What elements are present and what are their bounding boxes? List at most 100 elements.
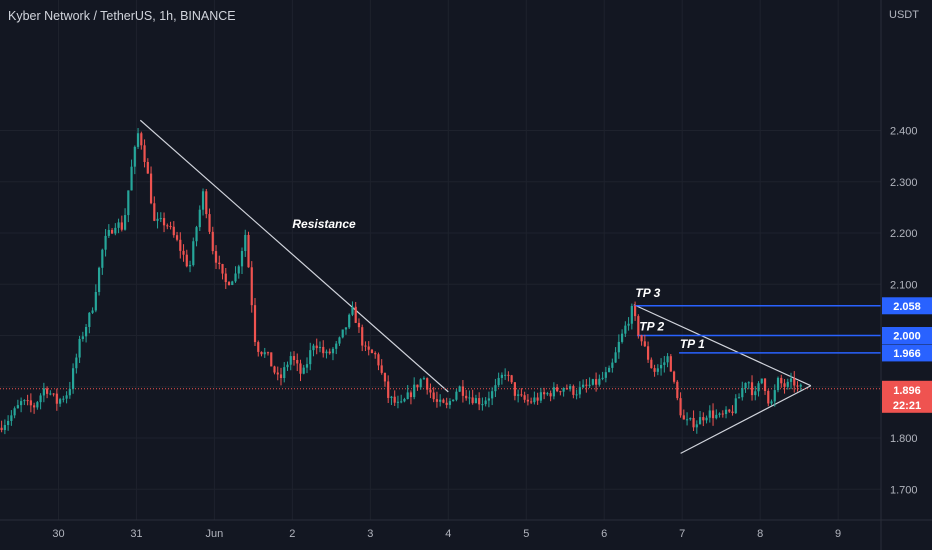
triangle-trendline[interactable] xyxy=(633,304,812,387)
candle-body xyxy=(507,374,510,376)
candle-body xyxy=(754,391,757,396)
candle-body xyxy=(731,411,734,414)
candle-body xyxy=(253,305,257,343)
candle-body xyxy=(296,360,299,364)
candle-body xyxy=(429,389,432,393)
candle-body xyxy=(162,218,166,226)
candle-body xyxy=(396,401,400,403)
candle-body xyxy=(276,372,279,375)
date-tick-label: 30 xyxy=(52,528,64,540)
candle-body xyxy=(286,364,289,368)
candle-body xyxy=(13,408,16,416)
candle-body xyxy=(3,425,6,431)
date-tick-label: 4 xyxy=(445,528,451,540)
candle-body xyxy=(763,378,767,391)
currency-label: USDT xyxy=(889,9,919,21)
candle-body xyxy=(101,249,104,268)
candle-body xyxy=(562,388,565,392)
candle-body xyxy=(780,377,783,384)
candle-body xyxy=(478,398,481,405)
candle-body xyxy=(426,378,429,390)
candle-body xyxy=(266,352,270,354)
candle-body xyxy=(523,395,526,400)
candle-body xyxy=(695,424,698,428)
date-tick-label: Jun xyxy=(206,528,224,540)
candle-body xyxy=(650,359,653,369)
candle-body xyxy=(552,387,555,397)
candle-body xyxy=(643,341,646,347)
candle-body xyxy=(793,378,796,386)
candle-body xyxy=(33,405,36,408)
target-level-value: 2.058 xyxy=(893,301,921,313)
candle-body xyxy=(341,329,344,338)
candle-body xyxy=(208,214,211,232)
candle-body xyxy=(299,363,302,374)
time-axis[interactable]: 30 31 Jun 2 3 4 5 6 7 8 9 xyxy=(52,528,841,540)
annotation-tp-1: TP 1 xyxy=(680,337,705,351)
candle-body xyxy=(640,335,643,342)
price-tick-label: 1.800 xyxy=(890,433,918,445)
candle-body xyxy=(500,374,503,378)
candle-body xyxy=(445,402,448,405)
candle-body xyxy=(10,415,13,421)
candle-body xyxy=(513,382,516,396)
price-tick-label: 2.200 xyxy=(890,228,918,240)
price-tick-label: 2.400 xyxy=(890,126,918,138)
candle-body xyxy=(442,399,445,403)
candle-body xyxy=(549,393,552,397)
candle-body xyxy=(0,427,3,431)
candle-body xyxy=(400,401,403,403)
candle-body xyxy=(117,222,120,228)
candle-body xyxy=(539,392,542,401)
candle-body xyxy=(760,378,763,384)
candle-body xyxy=(46,388,49,394)
candle-body xyxy=(237,266,240,274)
candle-body xyxy=(588,384,591,386)
candle-body xyxy=(149,173,153,204)
candle-body xyxy=(484,400,487,405)
candle-body xyxy=(526,399,529,402)
resistance-trendline[interactable] xyxy=(139,119,449,393)
candle-body xyxy=(491,391,494,399)
chart-title: Kyber Network / TetherUS, 1h, BINANCE xyxy=(8,9,236,23)
candle-body xyxy=(607,367,611,373)
date-tick-label: 9 xyxy=(835,528,841,540)
chart-annotations: Resistance TP 3 TP 2 TP 1 xyxy=(292,217,705,351)
candle-body xyxy=(263,352,266,355)
candle-body xyxy=(338,337,341,344)
candle-body xyxy=(504,374,507,376)
target-levels[interactable] xyxy=(0,305,881,390)
candle-body xyxy=(240,251,244,267)
date-tick-label: 7 xyxy=(679,528,685,540)
candle-body xyxy=(36,402,39,408)
triangle-trendline[interactable] xyxy=(680,385,812,454)
candle-body xyxy=(546,393,549,395)
candle-body xyxy=(646,346,650,360)
candle-body xyxy=(58,399,62,404)
candle-body xyxy=(357,322,361,328)
candle-body xyxy=(708,410,711,418)
candle-body xyxy=(175,235,179,240)
candle-body xyxy=(344,327,348,330)
candle-body xyxy=(318,346,322,349)
candle-body xyxy=(494,385,497,392)
candle-body xyxy=(393,396,396,403)
target-level-tag xyxy=(882,297,932,315)
candle-body xyxy=(728,409,731,412)
candlesticks xyxy=(0,128,802,435)
candle-body xyxy=(682,415,685,420)
candle-body xyxy=(767,390,770,404)
candle-body xyxy=(227,282,231,286)
candle-body xyxy=(114,227,117,234)
candle-body xyxy=(143,145,146,162)
candle-body xyxy=(620,333,624,342)
candle-body xyxy=(439,399,442,402)
target-level-value: 1.966 xyxy=(893,348,921,360)
candle-body xyxy=(348,314,351,328)
candle-body xyxy=(185,254,188,267)
candle-body xyxy=(153,203,156,221)
candle-body xyxy=(595,379,598,385)
trendlines[interactable] xyxy=(139,119,812,454)
candle-body xyxy=(672,371,676,382)
